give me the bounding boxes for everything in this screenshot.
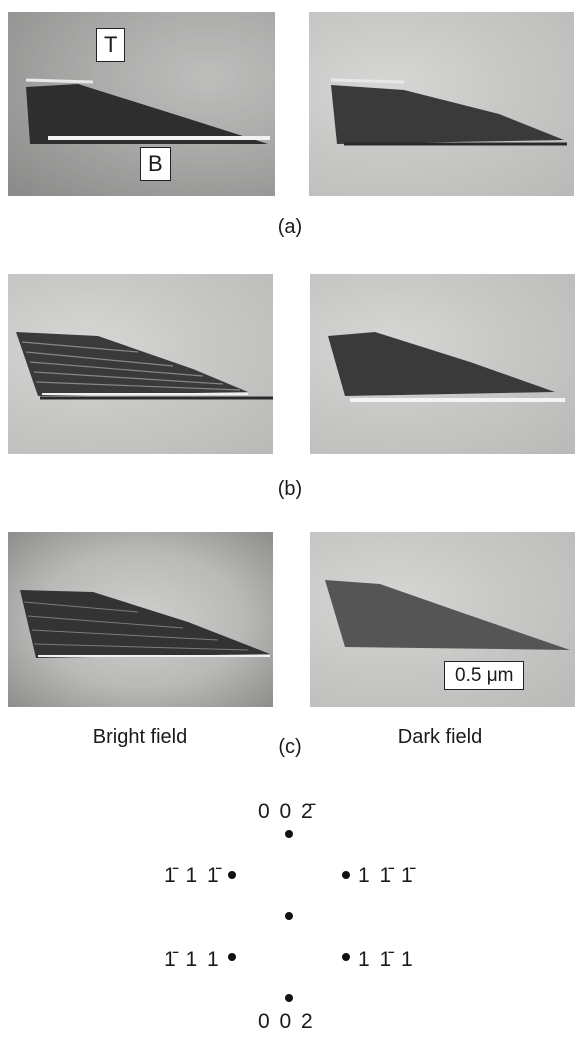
diffraction-spot-center: [285, 912, 293, 920]
diffraction-spot-top: [285, 830, 293, 838]
dark-field-label: Dark field: [397, 726, 483, 748]
diffraction-spot-lower-left: [228, 953, 236, 961]
index-top: 0 0 2̄: [258, 800, 315, 823]
micrograph-a-bright-field: [8, 12, 275, 196]
micrograph-b-bright-field: [8, 274, 273, 454]
diffraction-spot-upper-right: [342, 871, 350, 879]
caption-c: (c): [278, 736, 302, 758]
diffraction-spot-bottom: [285, 994, 293, 1002]
caption-a: (a): [277, 216, 303, 238]
micrograph-b-dark-field: [310, 274, 575, 454]
diffraction-spot-upper-left: [228, 871, 236, 879]
bright-field-label: Bright field: [92, 726, 188, 748]
index-upper-right: 1 1̄ 1̄: [358, 864, 415, 887]
index-bottom: 0 0 2: [258, 1010, 315, 1033]
micrograph-c-dark-field: [310, 532, 575, 707]
caption-b: (b): [277, 478, 303, 500]
micrograph-a-dark-field: [309, 12, 574, 196]
index-lower-left: 1̄ 1 1: [164, 948, 221, 971]
scale-bar: 0.5 μm: [444, 661, 525, 690]
micrograph-c-bright-field: [8, 532, 273, 707]
label-bottom-grain: B: [140, 147, 171, 181]
index-upper-left: 1̄ 1 1̄: [164, 864, 221, 887]
index-lower-right: 1 1̄ 1: [358, 948, 415, 971]
diffraction-spot-lower-right: [342, 953, 350, 961]
label-top-grain: T: [96, 28, 126, 62]
